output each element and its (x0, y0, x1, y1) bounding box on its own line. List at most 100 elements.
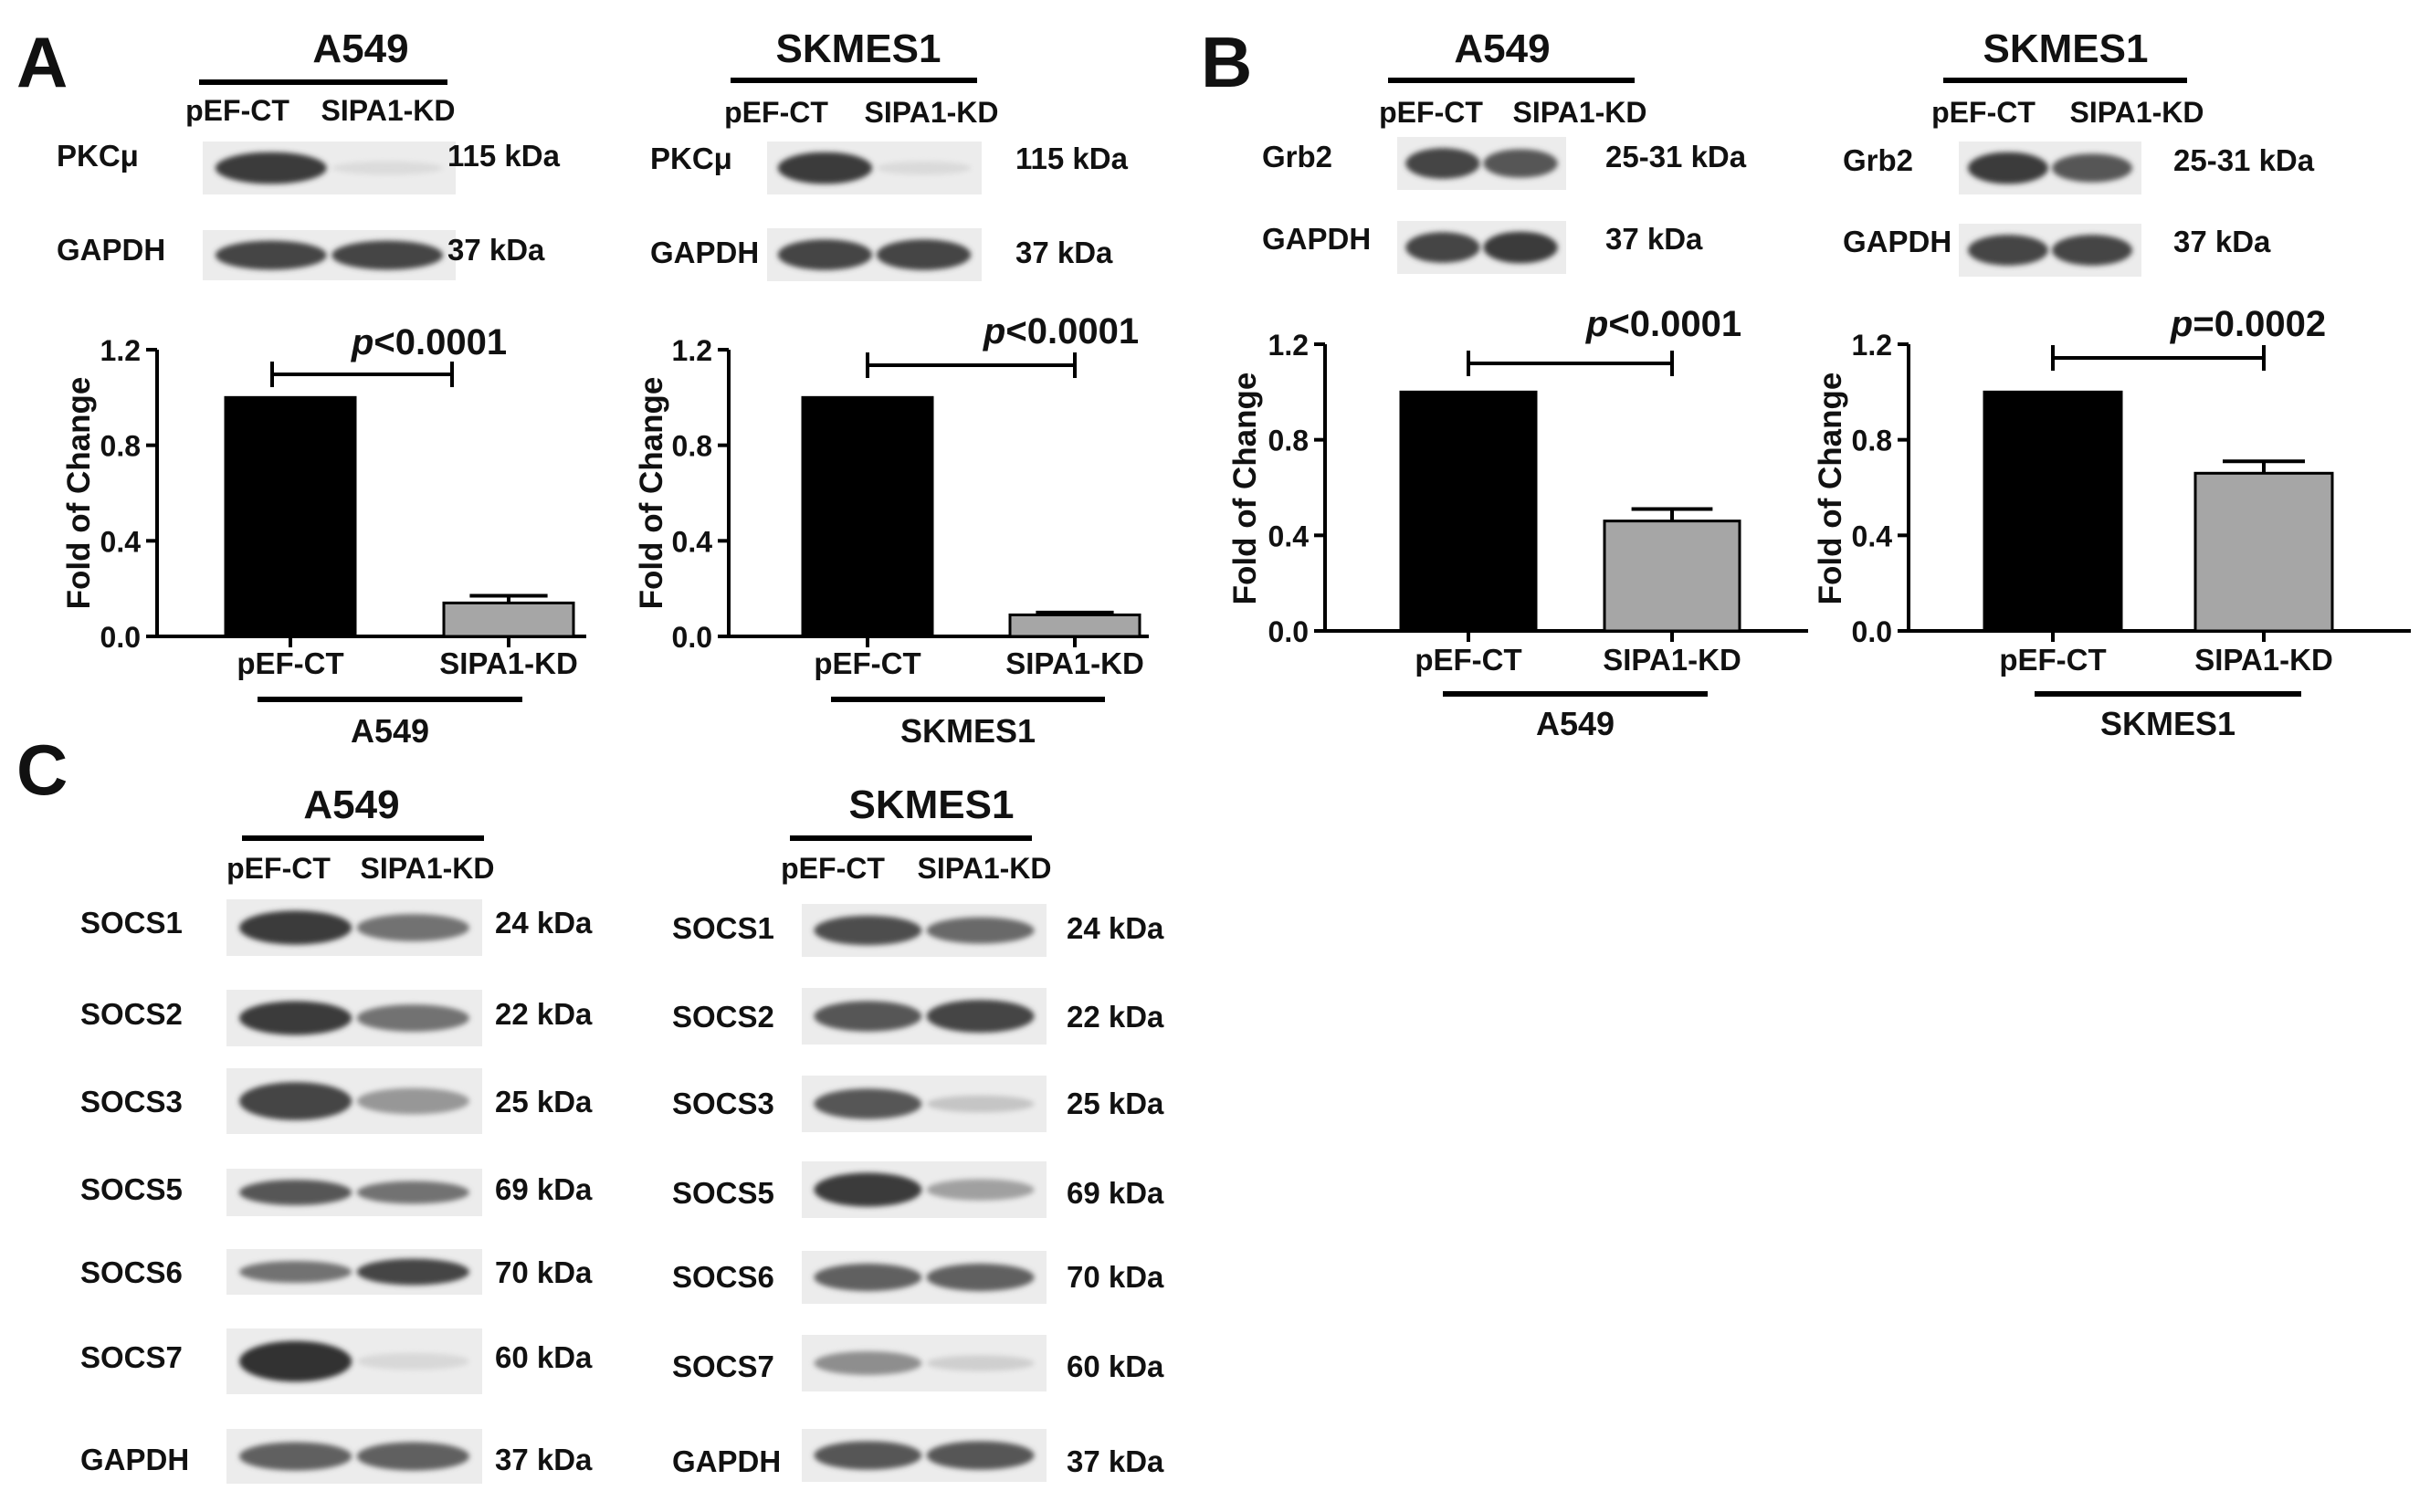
x-tick-label: SIPA1-KD (2194, 643, 2333, 677)
group-label: A549 (351, 712, 429, 750)
blot-cell-line-title: SKMES1 (1983, 26, 2149, 71)
blot-cell-line-title: A549 (303, 782, 399, 827)
blot-band (814, 1088, 922, 1119)
bar (2193, 471, 2334, 633)
p-value: <0.0001 (373, 322, 507, 362)
size-label: 22 kDa (1067, 1000, 1164, 1034)
p-value: <0.0001 (1608, 304, 1741, 344)
blot-band (356, 914, 469, 941)
protein-label: SOCS7 (80, 1340, 183, 1374)
blot-band (356, 1087, 469, 1115)
blot-band (1405, 232, 1480, 263)
blot-band (1968, 235, 2048, 266)
lane-label: pEF-CT (226, 852, 331, 885)
size-label: 37 kDa (1605, 222, 1703, 256)
blot-row: GAPDH 37 kDa (672, 1429, 1164, 1482)
size-label: 115 kDa (447, 139, 561, 173)
blot-band (239, 910, 352, 945)
p-value-label: p=0.0002 (2170, 304, 2326, 344)
size-label: 24 kDa (495, 906, 593, 940)
blot-row: SOCS1 24 kDa (80, 899, 593, 956)
blot-band (356, 1181, 469, 1204)
blot-cell-line-title: A549 (1454, 26, 1550, 71)
blot-band (926, 1095, 1035, 1113)
blot-band (215, 152, 327, 184)
blot-row: SOCS6 70 kDa (80, 1249, 593, 1295)
x-tick-label: pEF-CT (814, 646, 920, 680)
y-tick-label: 1.2 (1268, 329, 1309, 362)
blot-row: PKCμ 115 kDa (650, 142, 1129, 194)
protein-label: GAPDH (672, 1444, 781, 1478)
blot-B-skmes1: SKMES1 pEF-CT SIPA1-KD Grb2 25-31 kDa GAPDH 37… (1843, 26, 2315, 277)
p-symbol: p (2170, 304, 2193, 344)
blot-band (926, 1000, 1035, 1033)
protein-label: Grb2 (1843, 143, 1913, 177)
blot-row: SOCS3 25 kDa (80, 1068, 593, 1134)
protein-label: GAPDH (1262, 222, 1371, 256)
y-tick-label: 1.2 (672, 334, 712, 367)
blot-A-skmes1: SKMES1 pEF-CT SIPA1-KD PKCμ 115 kDa GAPDH 37 k… (650, 26, 1129, 281)
size-label: 37 kDa (495, 1443, 593, 1476)
panel-letter-B: B (1201, 22, 1252, 102)
blot-band (239, 1442, 352, 1471)
size-label: 60 kDa (1067, 1349, 1164, 1383)
y-tick-label: 0.8 (672, 430, 712, 463)
y-tick-label: 0.8 (100, 430, 141, 463)
size-label: 25 kDa (1067, 1087, 1164, 1120)
p-value: =0.0002 (2193, 304, 2326, 344)
group-label: A549 (1536, 705, 1615, 742)
protein-label: GAPDH (80, 1443, 189, 1476)
p-value-label: p<0.0001 (983, 311, 1139, 352)
size-label: 37 kDa (2173, 225, 2271, 258)
size-label: 22 kDa (495, 997, 593, 1031)
blot-row: SOCS2 22 kDa (80, 990, 593, 1046)
panel-letter-A: A (16, 22, 68, 102)
blot-row: SOCS3 25 kDa (672, 1076, 1164, 1132)
lane-label: SIPA1-KD (2070, 96, 2204, 129)
lane-label: pEF-CT (724, 96, 828, 129)
blot-band (926, 1355, 1035, 1371)
bar (224, 395, 357, 638)
size-label: 25-31 kDa (2173, 143, 2315, 177)
blot-row: SOCS1 24 kDa (672, 904, 1164, 957)
x-tick-label: pEF-CT (237, 646, 343, 680)
blot-band (777, 239, 873, 270)
lane-label: SIPA1-KD (865, 96, 999, 129)
p-symbol: p (1585, 304, 1608, 344)
blot-band (814, 1441, 922, 1470)
bar (1603, 520, 1741, 633)
size-label: 37 kDa (1067, 1444, 1164, 1478)
blot-row: SOCS7 60 kDa (80, 1328, 593, 1394)
blot-row: SOCS7 60 kDa (672, 1335, 1164, 1391)
y-tick-label: 0.4 (1268, 520, 1310, 552)
x-tick-label: pEF-CT (1415, 643, 1521, 677)
blot-band (1405, 148, 1480, 179)
blot-band (239, 1261, 352, 1283)
blot-A-a549: A549 pEF-CT SIPA1-KD PKCμ 115 kDa GAPDH 37 kDa (57, 26, 561, 280)
lane-label: pEF-CT (1931, 96, 2036, 129)
y-tick-label: 0.0 (672, 621, 712, 654)
blot-band (876, 239, 972, 270)
protein-label: SOCS7 (672, 1349, 774, 1383)
blot-band (356, 1352, 469, 1370)
protein-label: GAPDH (57, 233, 165, 267)
protein-label: SOCS5 (80, 1172, 183, 1206)
y-tick-label: 0.0 (1852, 615, 1892, 648)
blot-band (876, 161, 972, 175)
protein-label: SOCS2 (672, 1000, 774, 1034)
blot-band (331, 240, 444, 270)
p-symbol: p (351, 322, 373, 362)
y-tick-label: 0.8 (1852, 425, 1892, 457)
protein-label: SOCS6 (80, 1255, 183, 1289)
protein-label: PKCμ (57, 139, 139, 173)
size-label: 70 kDa (495, 1255, 593, 1289)
y-tick-label: 0.4 (1852, 520, 1893, 552)
blot-row: GAPDH 37 kDa (80, 1429, 593, 1484)
y-axis-label: Fold of Change (634, 377, 669, 610)
blot-band (1968, 152, 2048, 184)
lane-label: SIPA1-KD (321, 94, 456, 127)
y-axis-label: Fold of Change (61, 377, 97, 610)
